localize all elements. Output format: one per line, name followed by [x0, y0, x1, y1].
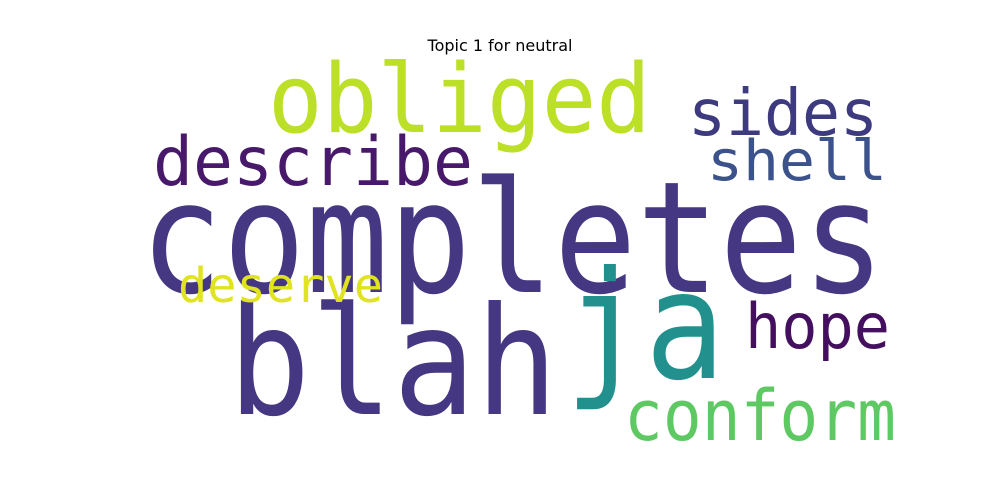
word-obliged: obliged [268, 45, 651, 155]
word-shell: shell [707, 129, 887, 194]
word-blah: blah [228, 276, 558, 450]
word-completes: completes [140, 148, 885, 329]
word-hope: hope [745, 290, 890, 363]
word-sides: sides [688, 77, 878, 151]
word-ja: ja [565, 240, 725, 414]
word-describe: describe [153, 123, 473, 202]
word-deserve: deserve [178, 258, 383, 314]
figure-title: Topic 1 for neutral [427, 36, 573, 55]
word-conform: conform [624, 375, 896, 457]
